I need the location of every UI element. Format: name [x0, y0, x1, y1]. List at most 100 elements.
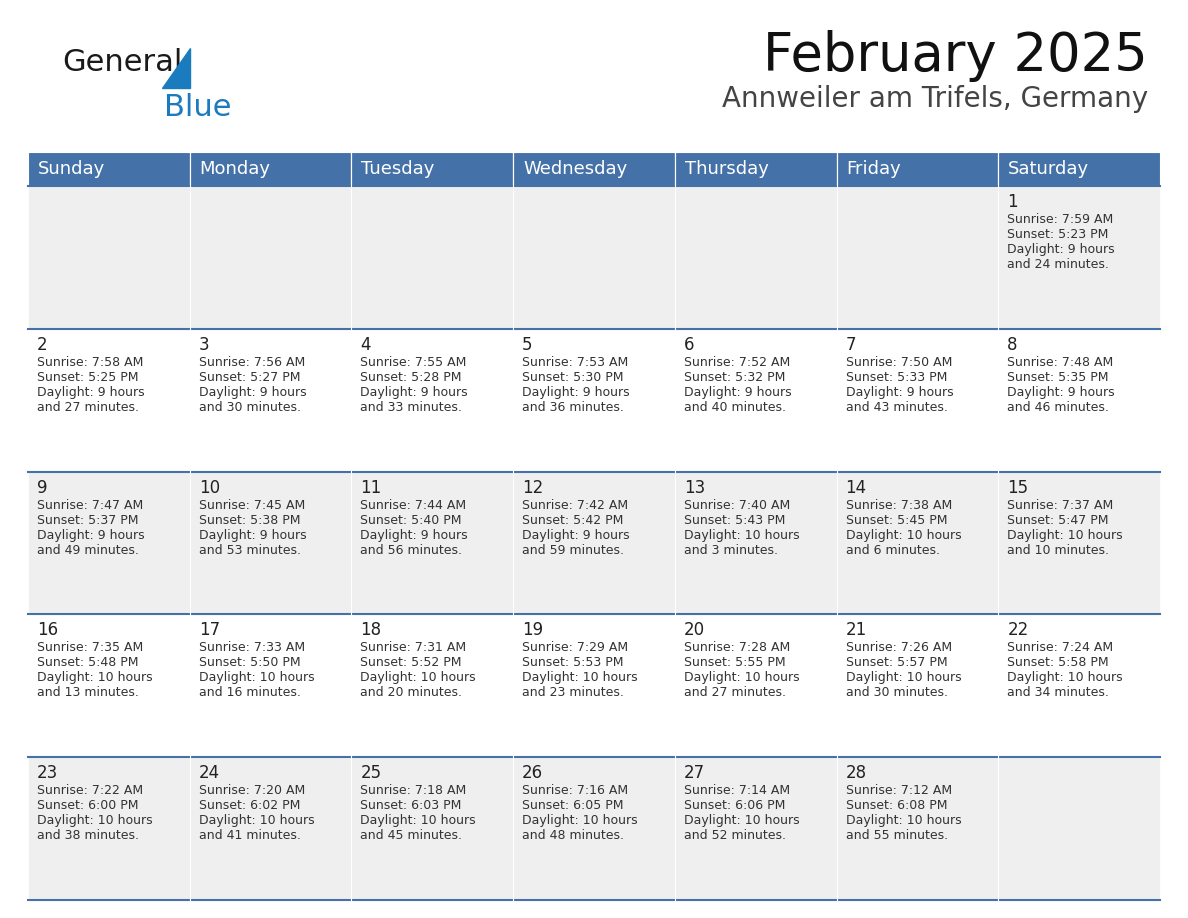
Text: 28: 28: [846, 764, 867, 782]
Text: Sunset: 5:33 PM: Sunset: 5:33 PM: [846, 371, 947, 384]
Text: and 33 minutes.: and 33 minutes.: [360, 401, 462, 414]
Text: and 53 minutes.: and 53 minutes.: [198, 543, 301, 556]
Text: and 27 minutes.: and 27 minutes.: [37, 401, 139, 414]
Text: and 59 minutes.: and 59 minutes.: [523, 543, 624, 556]
Text: Sunset: 5:48 PM: Sunset: 5:48 PM: [37, 656, 139, 669]
Text: Sunrise: 7:45 AM: Sunrise: 7:45 AM: [198, 498, 305, 511]
Text: 13: 13: [684, 478, 706, 497]
Text: Thursday: Thursday: [684, 160, 769, 178]
Text: and 6 minutes.: and 6 minutes.: [846, 543, 940, 556]
Text: February 2025: February 2025: [763, 30, 1148, 82]
Bar: [352, 614, 513, 757]
Text: Sunrise: 7:58 AM: Sunrise: 7:58 AM: [37, 356, 144, 369]
Bar: [190, 757, 352, 900]
Bar: [29, 757, 190, 900]
Text: 24: 24: [198, 764, 220, 782]
Text: Daylight: 10 hours: Daylight: 10 hours: [846, 814, 961, 827]
Bar: [190, 472, 352, 614]
Bar: [352, 329, 513, 472]
Text: Daylight: 10 hours: Daylight: 10 hours: [523, 671, 638, 685]
Text: and 38 minutes.: and 38 minutes.: [37, 829, 139, 842]
Text: 15: 15: [1007, 478, 1029, 497]
Text: Sunrise: 7:47 AM: Sunrise: 7:47 AM: [37, 498, 144, 511]
Bar: [190, 614, 352, 757]
Text: and 48 minutes.: and 48 minutes.: [523, 829, 624, 842]
Bar: [190, 186, 352, 329]
Text: and 43 minutes.: and 43 minutes.: [846, 401, 948, 414]
Text: Sunset: 5:53 PM: Sunset: 5:53 PM: [523, 656, 624, 669]
Text: Sunrise: 7:38 AM: Sunrise: 7:38 AM: [846, 498, 952, 511]
Text: Sunset: 5:28 PM: Sunset: 5:28 PM: [360, 371, 462, 384]
Bar: [675, 757, 836, 900]
Text: Daylight: 9 hours: Daylight: 9 hours: [523, 529, 630, 542]
Text: Sunset: 5:42 PM: Sunset: 5:42 PM: [523, 513, 624, 527]
Text: Daylight: 10 hours: Daylight: 10 hours: [523, 814, 638, 827]
Polygon shape: [162, 48, 190, 88]
Text: Daylight: 10 hours: Daylight: 10 hours: [198, 671, 315, 685]
Bar: [513, 614, 675, 757]
Bar: [190, 329, 352, 472]
Bar: [836, 472, 998, 614]
Text: Daylight: 10 hours: Daylight: 10 hours: [684, 671, 800, 685]
Text: Sunset: 5:37 PM: Sunset: 5:37 PM: [37, 513, 139, 527]
Text: Sunrise: 7:48 AM: Sunrise: 7:48 AM: [1007, 356, 1113, 369]
Text: 20: 20: [684, 621, 704, 640]
Text: 12: 12: [523, 478, 543, 497]
Text: Blue: Blue: [164, 93, 232, 122]
Text: Sunset: 5:32 PM: Sunset: 5:32 PM: [684, 371, 785, 384]
Text: Sunset: 5:52 PM: Sunset: 5:52 PM: [360, 656, 462, 669]
Bar: [352, 472, 513, 614]
Text: and 40 minutes.: and 40 minutes.: [684, 401, 785, 414]
Text: 14: 14: [846, 478, 867, 497]
Text: Sunset: 6:00 PM: Sunset: 6:00 PM: [37, 800, 139, 812]
Bar: [29, 472, 190, 614]
Text: 18: 18: [360, 621, 381, 640]
Text: and 36 minutes.: and 36 minutes.: [523, 401, 624, 414]
Text: Sunrise: 7:33 AM: Sunrise: 7:33 AM: [198, 642, 305, 655]
Text: Sunrise: 7:22 AM: Sunrise: 7:22 AM: [37, 784, 143, 797]
Text: and 46 minutes.: and 46 minutes.: [1007, 401, 1110, 414]
Text: Sunrise: 7:44 AM: Sunrise: 7:44 AM: [360, 498, 467, 511]
Text: Friday: Friday: [847, 160, 902, 178]
Text: Wednesday: Wednesday: [523, 160, 627, 178]
Text: 1: 1: [1007, 193, 1018, 211]
Text: 4: 4: [360, 336, 371, 353]
Text: Sunset: 6:05 PM: Sunset: 6:05 PM: [523, 800, 624, 812]
Text: and 30 minutes.: and 30 minutes.: [846, 687, 948, 700]
Bar: [29, 186, 190, 329]
Text: and 41 minutes.: and 41 minutes.: [198, 829, 301, 842]
Text: and 27 minutes.: and 27 minutes.: [684, 687, 785, 700]
Bar: [998, 329, 1159, 472]
Text: and 20 minutes.: and 20 minutes.: [360, 687, 462, 700]
Text: and 24 minutes.: and 24 minutes.: [1007, 258, 1110, 271]
Text: Sunrise: 7:50 AM: Sunrise: 7:50 AM: [846, 356, 952, 369]
Text: Daylight: 10 hours: Daylight: 10 hours: [37, 814, 152, 827]
Text: 27: 27: [684, 764, 704, 782]
Text: Daylight: 9 hours: Daylight: 9 hours: [360, 386, 468, 398]
Bar: [675, 329, 836, 472]
Text: 5: 5: [523, 336, 532, 353]
Bar: [352, 186, 513, 329]
Text: Tuesday: Tuesday: [361, 160, 435, 178]
Text: Daylight: 10 hours: Daylight: 10 hours: [198, 814, 315, 827]
Text: Daylight: 9 hours: Daylight: 9 hours: [198, 386, 307, 398]
Bar: [998, 186, 1159, 329]
Text: 23: 23: [37, 764, 58, 782]
Text: 26: 26: [523, 764, 543, 782]
Text: and 3 minutes.: and 3 minutes.: [684, 543, 778, 556]
Text: Sunrise: 7:28 AM: Sunrise: 7:28 AM: [684, 642, 790, 655]
Text: Sunset: 6:03 PM: Sunset: 6:03 PM: [360, 800, 462, 812]
Text: Sunrise: 7:37 AM: Sunrise: 7:37 AM: [1007, 498, 1113, 511]
Text: Daylight: 9 hours: Daylight: 9 hours: [360, 529, 468, 542]
Bar: [513, 757, 675, 900]
Text: Sunset: 5:58 PM: Sunset: 5:58 PM: [1007, 656, 1108, 669]
Text: Daylight: 9 hours: Daylight: 9 hours: [846, 386, 953, 398]
Text: 10: 10: [198, 478, 220, 497]
Text: 16: 16: [37, 621, 58, 640]
Text: Sunrise: 7:53 AM: Sunrise: 7:53 AM: [523, 356, 628, 369]
Text: Sunrise: 7:31 AM: Sunrise: 7:31 AM: [360, 642, 467, 655]
Text: Daylight: 10 hours: Daylight: 10 hours: [1007, 671, 1123, 685]
Text: 19: 19: [523, 621, 543, 640]
Bar: [352, 757, 513, 900]
Bar: [675, 186, 836, 329]
